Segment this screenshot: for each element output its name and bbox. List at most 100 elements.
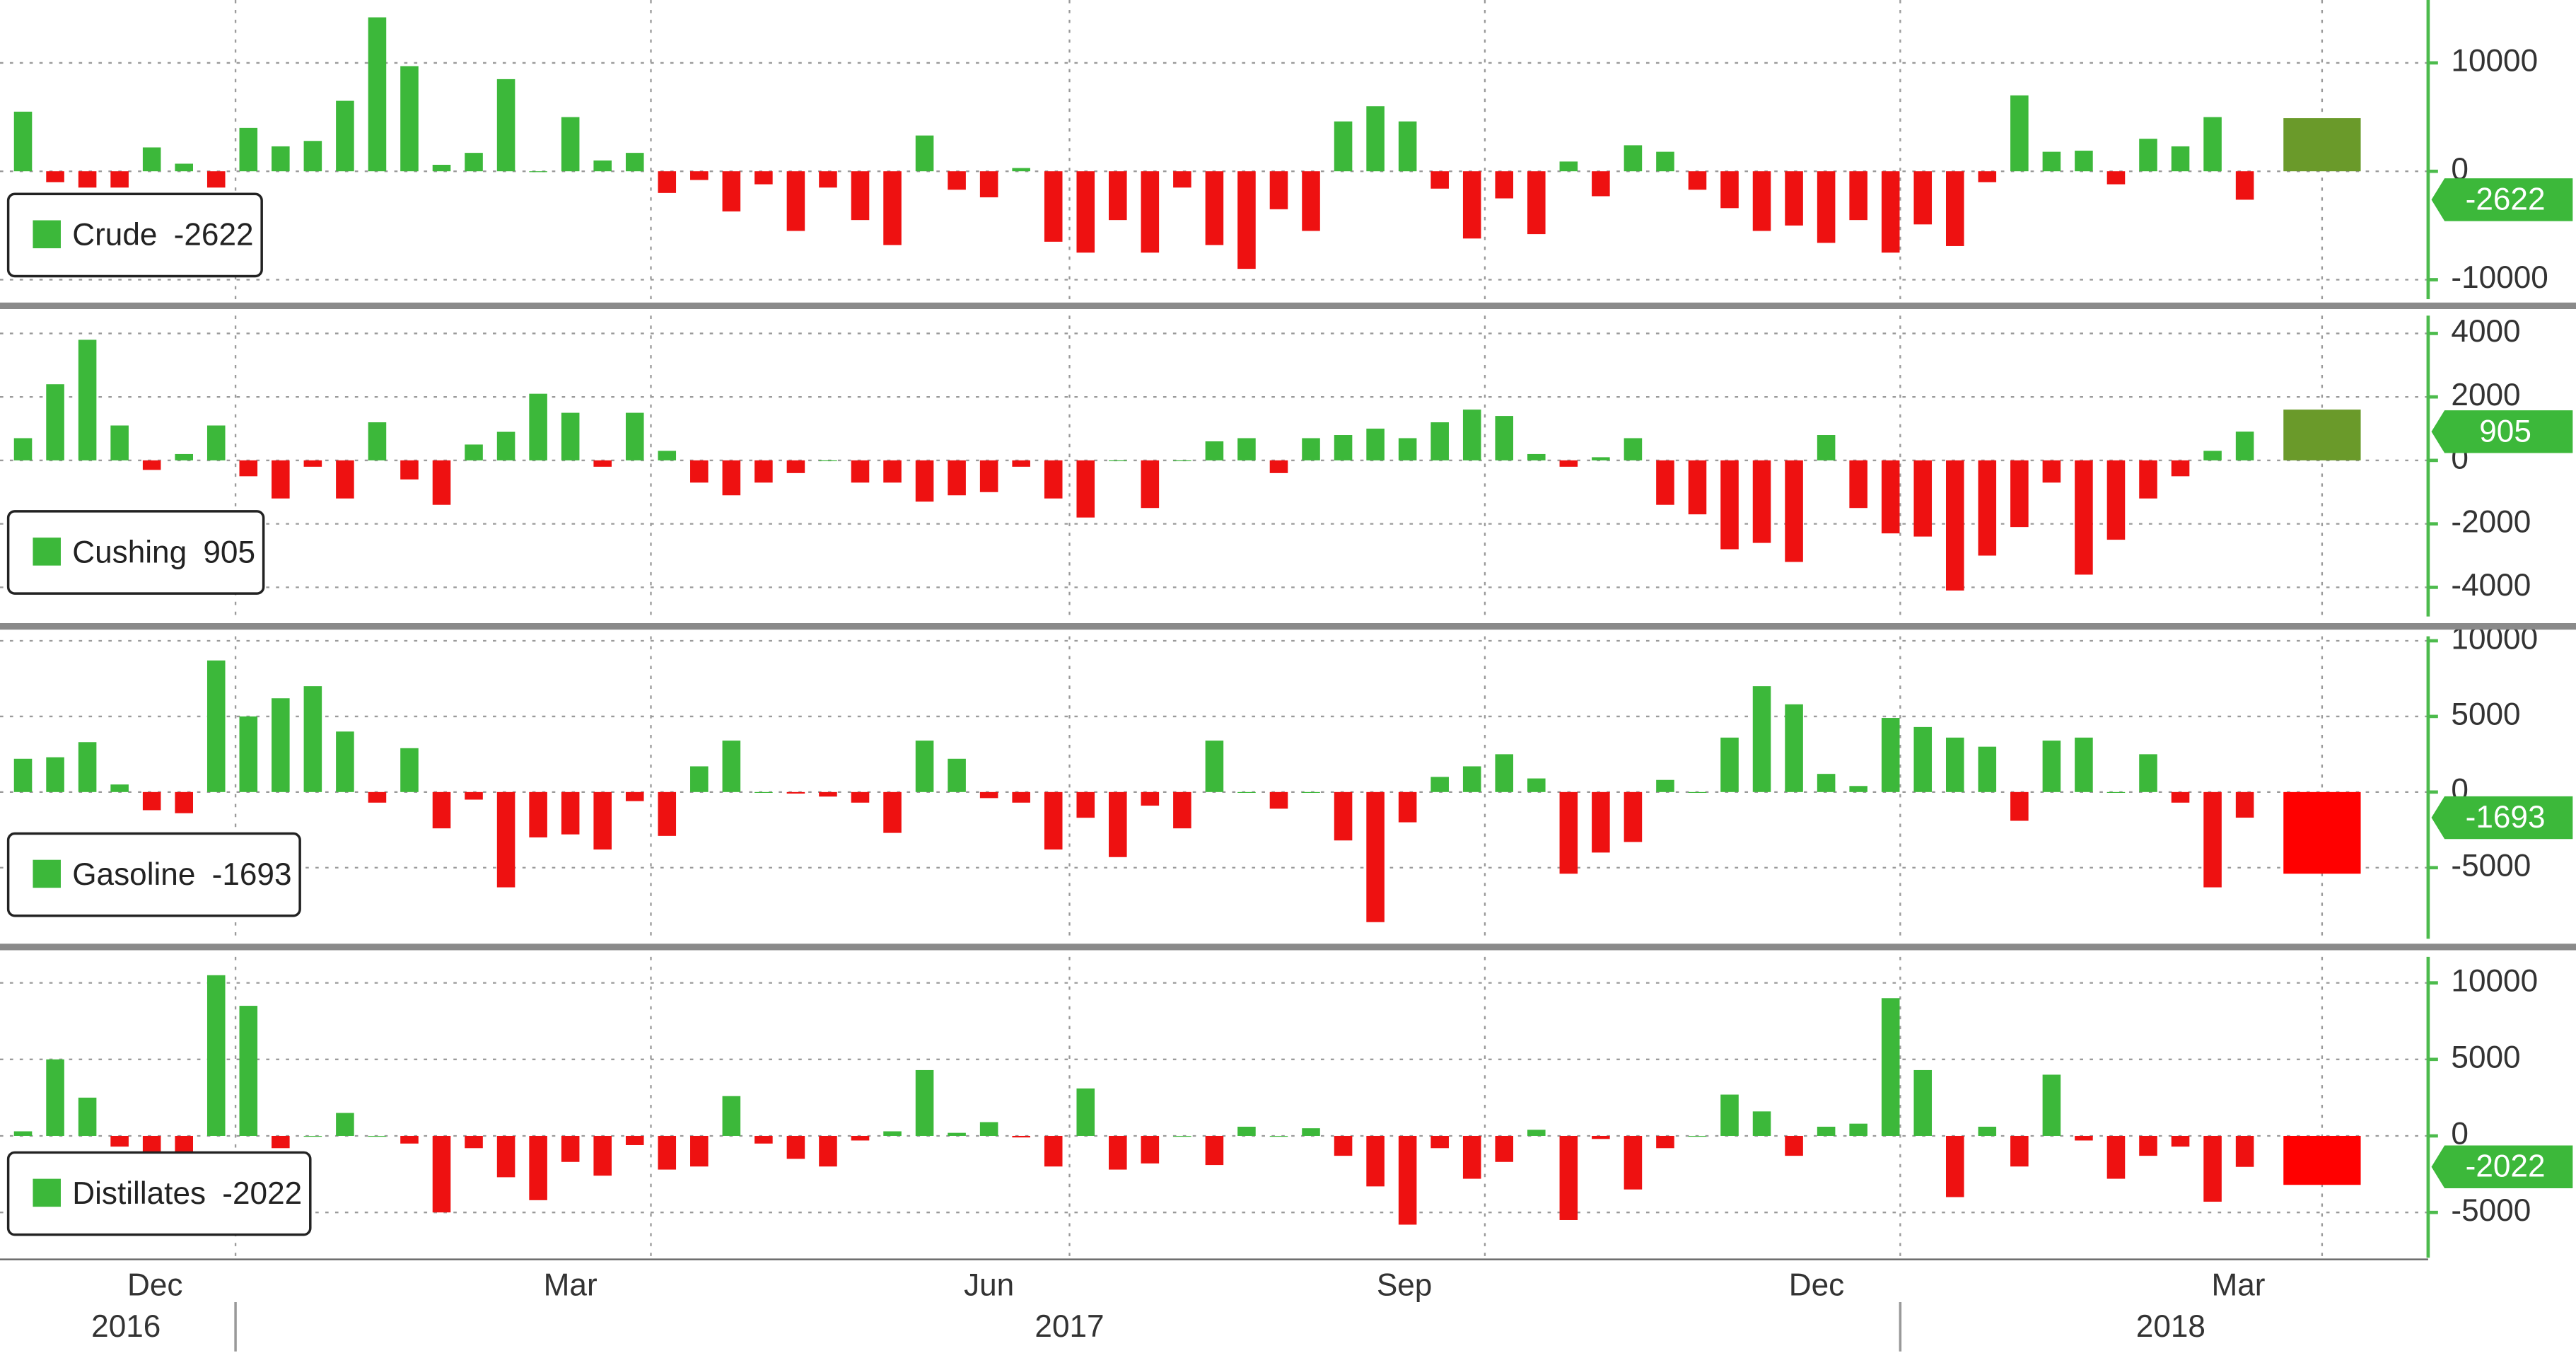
bar: [593, 1135, 612, 1176]
y-tick-label: -2000: [2451, 504, 2531, 539]
legend-value: -2622: [174, 217, 254, 252]
bar: [1495, 171, 1514, 199]
legend-label: Crude -2622: [72, 217, 253, 252]
bar: [1462, 1135, 1481, 1179]
bar: [1688, 791, 1707, 793]
x-tick-label: Mar: [2212, 1268, 2266, 1303]
y-tick-label: -5000: [2451, 848, 2531, 883]
bar: [979, 1122, 998, 1136]
bar: [1302, 438, 1320, 460]
bar: [690, 171, 709, 180]
bar: [786, 171, 805, 231]
bar: [2139, 754, 2157, 792]
bar: [915, 135, 934, 172]
bar: [722, 460, 741, 496]
bar: [1237, 438, 1256, 460]
bar: [272, 698, 290, 792]
legend-swatch: [33, 1178, 61, 1207]
bar: [593, 791, 612, 850]
bar: [46, 384, 64, 460]
bar: [1785, 171, 1803, 226]
y-tick-label: 10000: [2451, 963, 2538, 998]
bar: [1817, 774, 1836, 792]
value-tag-label: -1693: [2466, 800, 2546, 835]
bar: [1785, 704, 1803, 792]
bar: [1205, 741, 1224, 792]
bar: [272, 146, 290, 172]
y-tick-label: -5000: [2451, 1193, 2531, 1228]
bar: [432, 791, 451, 829]
bar: [2106, 791, 2126, 793]
bar: [2010, 95, 2029, 172]
bar: [175, 453, 193, 460]
bar: [2139, 139, 2157, 172]
bar: [336, 731, 354, 792]
bar: [1527, 1130, 1546, 1136]
value-tag: [2431, 796, 2573, 840]
bar: [1141, 791, 1160, 806]
bar: [2171, 460, 2190, 477]
bar: [303, 141, 322, 172]
bar: [432, 164, 451, 172]
bar: [1656, 1135, 1674, 1149]
bar: [142, 147, 161, 172]
bar: [206, 425, 226, 460]
bar: [368, 1135, 387, 1137]
y-tick-label: 10000: [2451, 44, 2538, 79]
bar: [2203, 1135, 2222, 1202]
bar: [1173, 460, 1191, 462]
bar: [1462, 171, 1481, 239]
bar: [1527, 171, 1546, 235]
bar: [1044, 1135, 1063, 1167]
bar: [46, 171, 64, 182]
bar: [2075, 737, 2093, 792]
bar: [851, 171, 870, 221]
bar: [1978, 171, 1997, 182]
bar: [1334, 435, 1353, 460]
x-tick-label: Sep: [1377, 1268, 1433, 1303]
legend-swatch: [33, 859, 61, 888]
bar: [2042, 460, 2061, 483]
y-tick-label: 4000: [2451, 314, 2520, 349]
bar: [496, 1135, 515, 1178]
bar: [979, 460, 998, 492]
bar: [1688, 171, 1707, 190]
bar: [883, 460, 902, 483]
bar: [851, 791, 870, 803]
legend-label: Distillates -2022: [72, 1176, 302, 1211]
bar: [1688, 1135, 1707, 1137]
bar: [883, 171, 902, 245]
y-tick-label: -10000: [2451, 260, 2548, 295]
bar: [465, 1135, 483, 1149]
bar: [1656, 151, 1674, 172]
legend: Gasoline -1693: [6, 832, 301, 917]
bar: [432, 460, 451, 505]
bar: [110, 171, 129, 188]
bar: [1559, 791, 1578, 874]
bar: [1624, 438, 1643, 460]
bar: [1656, 779, 1674, 792]
bar: [722, 741, 741, 792]
bar: [2203, 791, 2222, 888]
legend-box: [6, 1151, 312, 1236]
legend-value: -1693: [212, 857, 292, 892]
bar: [400, 66, 419, 172]
bar: [1817, 435, 1836, 460]
bar: [1978, 1126, 1997, 1136]
bar: [303, 1135, 322, 1137]
bar: [1624, 1135, 1643, 1190]
bar: [948, 1132, 966, 1136]
bar: [1076, 460, 1095, 518]
bar: [46, 1059, 64, 1136]
bar: [1366, 106, 1385, 172]
bar: [1849, 786, 1867, 792]
bar: [1752, 171, 1771, 231]
bar: [1978, 460, 1997, 556]
bar: [1945, 171, 1964, 246]
bar: [496, 431, 515, 460]
bar: [2171, 791, 2190, 803]
y-tick-label: 2000: [2451, 378, 2520, 412]
bar: [465, 153, 483, 172]
bar: [142, 791, 161, 811]
